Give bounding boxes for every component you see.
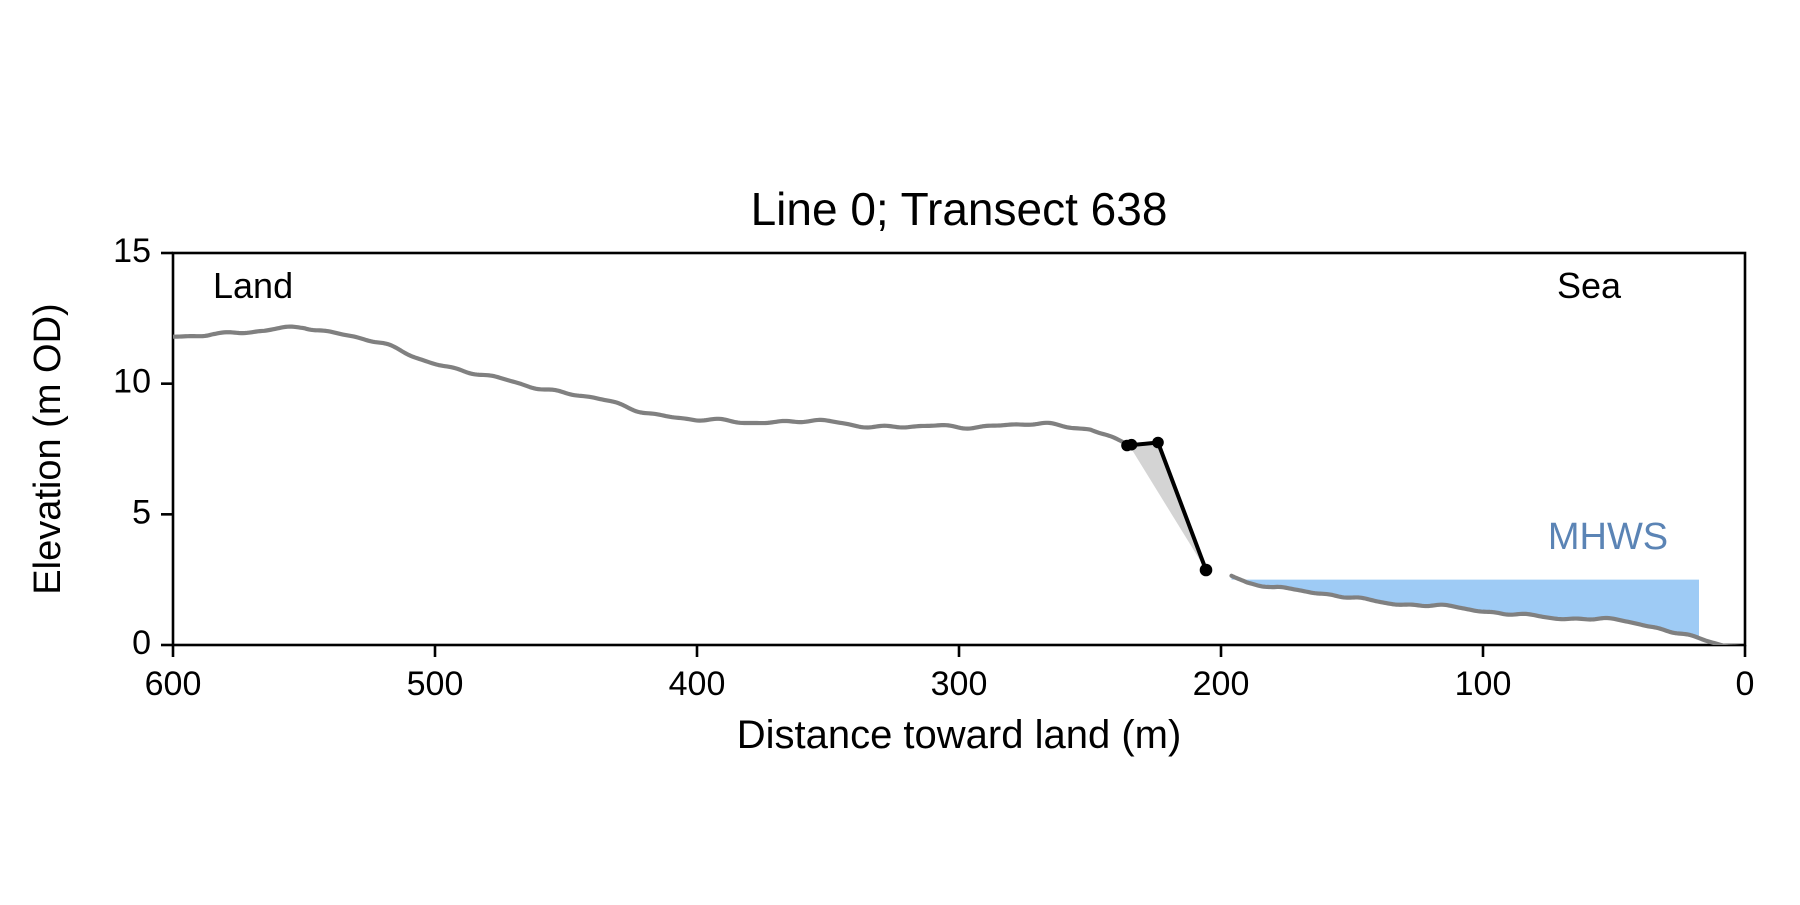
svg-text:Distance toward land (m): Distance toward land (m) [737,713,1182,757]
svg-text:400: 400 [669,665,726,703]
svg-text:200: 200 [1193,665,1250,703]
svg-text:500: 500 [407,665,464,703]
svg-text:5: 5 [132,493,151,531]
svg-text:Elevation (m OD): Elevation (m OD) [27,303,69,594]
svg-text:Line 0; Transect 638: Line 0; Transect 638 [751,183,1168,235]
svg-text:15: 15 [113,232,151,270]
svg-text:300: 300 [931,665,988,703]
svg-text:0: 0 [1736,665,1755,703]
svg-text:MHWS: MHWS [1548,516,1668,558]
svg-text:10: 10 [113,363,151,401]
svg-text:Sea: Sea [1557,265,1622,306]
svg-text:0: 0 [132,624,151,662]
svg-text:100: 100 [1455,665,1512,703]
svg-text:Land: Land [213,265,293,306]
svg-text:600: 600 [145,665,202,703]
